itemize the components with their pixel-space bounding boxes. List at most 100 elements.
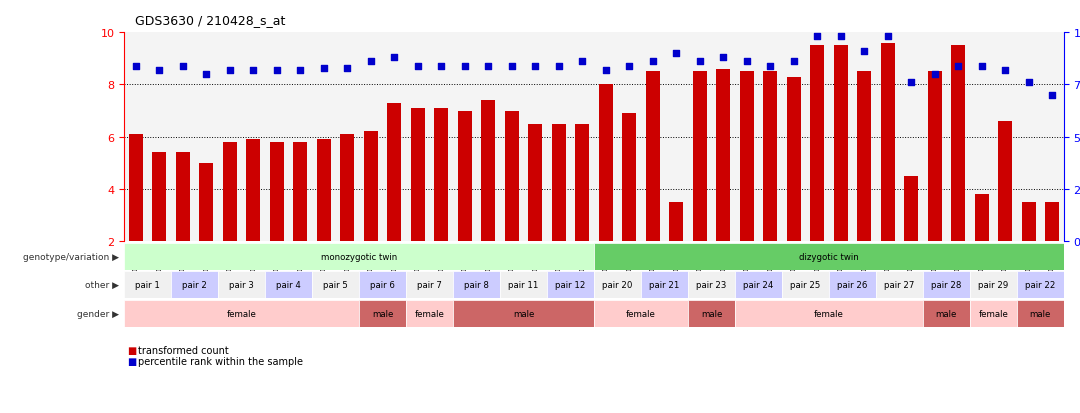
Point	[456, 63, 473, 70]
Text: female: female	[227, 309, 257, 318]
Text: other ▶: other ▶	[85, 281, 119, 290]
Point	[151, 67, 168, 74]
Bar	[998, 122, 1012, 294]
Bar	[270, 142, 284, 294]
Bar	[576, 124, 590, 294]
Bar	[124, 243, 594, 270]
Point	[386, 55, 403, 62]
Bar	[834, 46, 848, 294]
Text: pair 28: pair 28	[931, 281, 961, 290]
Text: percentile rank within the sample: percentile rank within the sample	[138, 356, 303, 366]
Text: gender ▶: gender ▶	[77, 309, 119, 318]
Text: pair 23: pair 23	[697, 281, 727, 290]
Bar	[152, 153, 166, 294]
Bar	[735, 300, 922, 327]
Point	[127, 63, 145, 70]
Point	[1043, 93, 1061, 99]
Point	[527, 63, 544, 70]
Point	[855, 48, 873, 55]
Point	[809, 34, 826, 40]
Text: pair 12: pair 12	[555, 281, 585, 290]
Bar	[176, 153, 190, 294]
Bar	[688, 272, 735, 299]
Bar	[670, 202, 684, 294]
Bar	[642, 272, 688, 299]
Bar	[500, 272, 546, 299]
Bar	[200, 164, 214, 294]
Bar	[622, 114, 636, 294]
Point	[198, 71, 215, 78]
Point	[221, 67, 239, 74]
Point	[997, 67, 1014, 74]
Point	[362, 59, 379, 66]
Bar	[124, 272, 171, 299]
Bar	[970, 272, 1017, 299]
Bar	[764, 72, 778, 294]
Point	[409, 63, 427, 70]
Bar	[716, 69, 730, 294]
Text: ■: ■	[127, 345, 137, 355]
Bar	[312, 272, 359, 299]
Bar	[951, 46, 966, 294]
Bar	[786, 77, 800, 294]
Bar	[222, 142, 237, 294]
Bar	[922, 272, 970, 299]
Bar	[266, 272, 312, 299]
Point	[879, 34, 896, 40]
Bar	[810, 46, 824, 294]
Text: female: female	[626, 309, 656, 318]
Bar	[970, 300, 1017, 327]
Text: female: female	[415, 309, 445, 318]
Text: pair 29: pair 29	[978, 281, 1009, 290]
Bar	[928, 72, 942, 294]
Point	[597, 67, 615, 74]
Point	[973, 63, 990, 70]
Text: ■: ■	[127, 356, 137, 366]
Bar	[246, 140, 260, 294]
Point	[339, 65, 356, 72]
Bar	[1017, 272, 1064, 299]
Bar	[552, 124, 566, 294]
Text: pair 27: pair 27	[885, 281, 915, 290]
Text: male: male	[513, 309, 535, 318]
Text: pair 25: pair 25	[791, 281, 821, 290]
Bar	[829, 272, 876, 299]
Text: pair 3: pair 3	[229, 281, 254, 290]
Text: genotype/variation ▶: genotype/variation ▶	[23, 252, 119, 261]
Bar	[406, 272, 454, 299]
Point	[691, 59, 708, 66]
Point	[1020, 80, 1037, 86]
Point	[292, 67, 309, 74]
Text: transformed count: transformed count	[138, 345, 229, 355]
Bar	[359, 272, 406, 299]
Bar	[858, 72, 872, 294]
Bar	[482, 101, 496, 294]
Bar	[359, 300, 406, 327]
Bar	[688, 300, 735, 327]
Bar	[434, 109, 448, 294]
Text: monozygotic twin: monozygotic twin	[321, 252, 397, 261]
Point	[644, 59, 661, 66]
Text: pair 24: pair 24	[743, 281, 773, 290]
Point	[785, 59, 802, 66]
Text: male: male	[372, 309, 393, 318]
Bar	[1017, 300, 1064, 327]
Bar	[646, 72, 660, 294]
Text: female: female	[814, 309, 843, 318]
Bar	[406, 300, 454, 327]
Point	[503, 63, 521, 70]
Point	[738, 59, 755, 66]
Bar	[454, 300, 594, 327]
Bar	[1022, 202, 1036, 294]
Point	[903, 80, 920, 86]
Text: pair 21: pair 21	[649, 281, 679, 290]
Bar	[504, 111, 518, 294]
Text: male: male	[935, 309, 957, 318]
Text: male: male	[1029, 309, 1051, 318]
Point	[268, 67, 285, 74]
Text: pair 22: pair 22	[1025, 281, 1055, 290]
Text: dizygotic twin: dizygotic twin	[799, 252, 859, 261]
Bar	[974, 195, 988, 294]
Text: pair 5: pair 5	[323, 281, 348, 290]
Bar	[782, 272, 829, 299]
